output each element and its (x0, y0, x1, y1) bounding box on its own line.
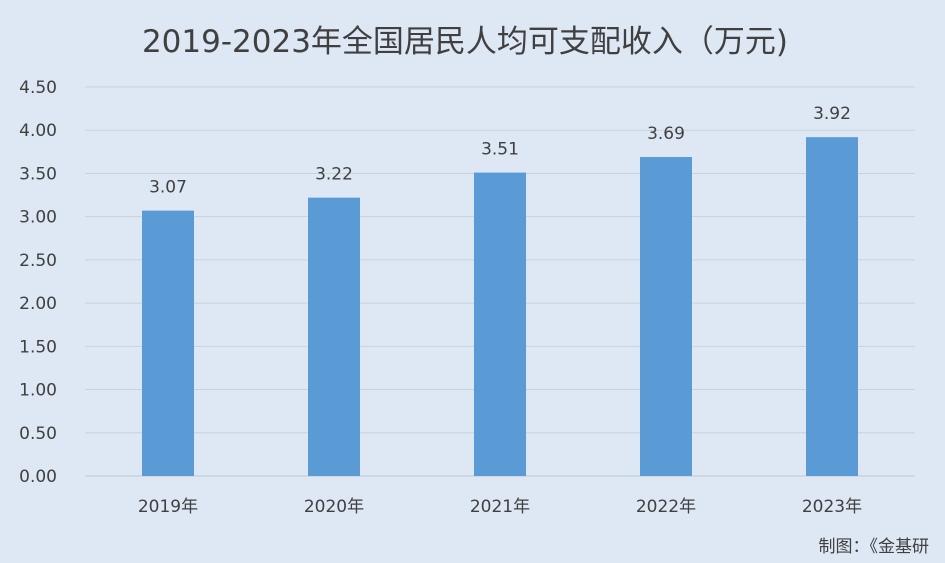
y-tick-label: 2.00 (19, 294, 57, 314)
y-tick-label: 0.00 (19, 467, 57, 487)
bar (806, 137, 858, 477)
bar (142, 210, 194, 477)
y-tick-label: 1.50 (19, 337, 57, 357)
y-tick-label: 4.00 (19, 121, 57, 141)
data-label: 3.07 (149, 178, 187, 198)
bar (640, 157, 692, 476)
y-tick-label: 3.00 (19, 208, 57, 228)
chart-title: 2019-2023年全国居民人均可支配收入（万元) (141, 24, 789, 60)
y-tick-label: 3.50 (19, 164, 57, 184)
x-tick-label: 2023年 (802, 497, 862, 517)
y-tick-label: 1.00 (19, 381, 57, 401)
x-tick-label: 2022年 (636, 497, 696, 517)
bar (474, 172, 526, 476)
credit-note: 制图：《金基研 (818, 537, 930, 557)
y-tick-label: 2.50 (19, 251, 57, 271)
data-label: 3.69 (647, 124, 685, 144)
data-label: 3.51 (481, 140, 519, 160)
x-tick-label: 2019年 (138, 497, 198, 517)
bar (308, 197, 360, 476)
y-tick-label: 4.50 (19, 78, 57, 98)
x-tick-label: 2020年 (304, 497, 364, 517)
data-label: 3.92 (813, 104, 851, 124)
data-label: 3.22 (315, 165, 353, 185)
y-tick-label: 0.50 (19, 424, 57, 444)
x-tick-label: 2021年 (470, 497, 530, 517)
